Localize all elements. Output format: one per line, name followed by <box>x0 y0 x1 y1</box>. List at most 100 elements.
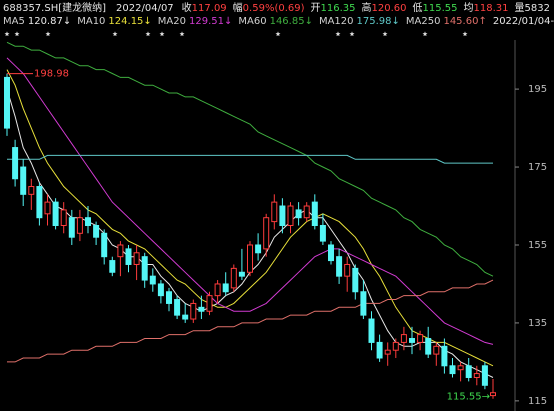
candle-body <box>319 225 326 242</box>
candle-body <box>190 302 197 320</box>
field-label: 均 <box>464 2 474 14</box>
candle-body <box>465 365 472 378</box>
candle-body <box>93 225 100 238</box>
candle-body <box>230 267 237 289</box>
candle-body <box>125 248 132 265</box>
star-icon <box>462 31 468 37</box>
candle-body <box>76 217 83 234</box>
candle-body <box>271 201 278 223</box>
candle-body <box>392 341 399 351</box>
legend-value: 129.51↓ <box>189 16 232 27</box>
candle-body <box>425 338 432 355</box>
field-value: 5832 <box>525 3 550 14</box>
candle-body <box>328 244 334 262</box>
candle-body <box>198 306 205 312</box>
candle-body <box>214 283 221 297</box>
candle-body <box>247 244 253 273</box>
candle-body <box>311 201 318 226</box>
candle-body <box>433 345 440 355</box>
legend-name: MA60 <box>238 16 266 27</box>
candle-body <box>417 334 424 343</box>
candle-body <box>457 365 464 371</box>
candle-body <box>360 291 367 316</box>
ma-line <box>6 41 494 277</box>
field-value: 117.09 <box>192 3 227 14</box>
legend-name: MA20 <box>158 16 186 27</box>
ma-line <box>6 57 494 345</box>
star-icon <box>335 31 341 37</box>
candle-body <box>60 209 67 226</box>
candle-body <box>238 271 245 277</box>
candle-body <box>400 334 407 343</box>
candle-body <box>409 338 415 343</box>
candle-body <box>12 147 19 180</box>
star-icon <box>4 31 10 37</box>
candle-body <box>85 217 91 227</box>
max-label: 198.98 <box>34 69 69 80</box>
star-icon <box>112 31 118 37</box>
legend-value: 146.85↓ <box>270 16 313 27</box>
candle-body <box>279 205 286 227</box>
candle-body <box>473 373 480 378</box>
candle-body <box>481 365 488 386</box>
candle-body <box>28 186 35 195</box>
stock-code: 688357.SH[建龙微纳] <box>3 1 106 14</box>
star-icon <box>422 31 428 37</box>
candle-body <box>166 291 172 304</box>
candle-body <box>182 314 189 320</box>
candle-body <box>490 392 496 397</box>
legend-name: MA10 <box>77 16 105 27</box>
y-tick-label: 175 <box>528 162 547 173</box>
field-label: 幅 <box>233 1 243 14</box>
star-icon <box>145 31 151 37</box>
ma-line <box>7 154 493 164</box>
candle-body <box>133 252 140 265</box>
field-label: 开 <box>311 3 321 14</box>
legend-value: 175.98↓ <box>357 16 400 27</box>
candle-body <box>44 201 51 215</box>
legend-value: 120.87↓ <box>28 16 71 27</box>
legend-value: 145.60↑ <box>443 16 486 27</box>
candle-body <box>68 217 75 238</box>
legend-name: MA5 <box>3 16 25 27</box>
star-icon <box>382 31 388 37</box>
y-tick-label: 195 <box>528 84 547 95</box>
candle-body <box>263 217 270 250</box>
candle-body <box>255 244 262 254</box>
candle-body <box>36 186 43 219</box>
field-label: 高 <box>362 1 372 14</box>
date-range: 2022/01/04-2022/04/07(61日) <box>493 16 554 27</box>
candle-body <box>441 345 448 367</box>
candle-body <box>206 295 213 312</box>
candle-body <box>449 365 456 375</box>
candle-body <box>287 205 294 227</box>
candle-body <box>336 256 343 277</box>
candle-body <box>117 244 124 258</box>
candle-body <box>303 205 310 219</box>
candle-body <box>101 232 108 258</box>
field-label: 低 <box>413 1 423 14</box>
candle-body <box>376 341 383 359</box>
y-tick-label: 135 <box>528 318 547 329</box>
candle-body <box>295 209 302 219</box>
candle-body <box>174 299 181 316</box>
candle-body <box>222 283 229 293</box>
field-label: 收 <box>182 1 192 14</box>
candle-body <box>20 166 27 195</box>
min-label: 115.55→ <box>447 392 490 403</box>
field-value: 118.31 <box>474 3 509 14</box>
candle-body <box>149 275 156 285</box>
field-value: 0.59%(0.69) <box>243 3 305 14</box>
field-value: 116.35 <box>321 3 356 14</box>
y-tick-label: 155 <box>528 240 547 251</box>
field-value: 115.55 <box>423 3 458 14</box>
legend-name: MA250 <box>406 16 441 27</box>
candle-body <box>384 349 391 355</box>
field-label: 量 <box>515 2 525 14</box>
star-icon <box>275 31 281 37</box>
star-icon <box>179 31 185 37</box>
star-icon <box>45 31 51 37</box>
candle-body <box>4 76 10 129</box>
y-tick-label: 115 <box>528 396 547 407</box>
